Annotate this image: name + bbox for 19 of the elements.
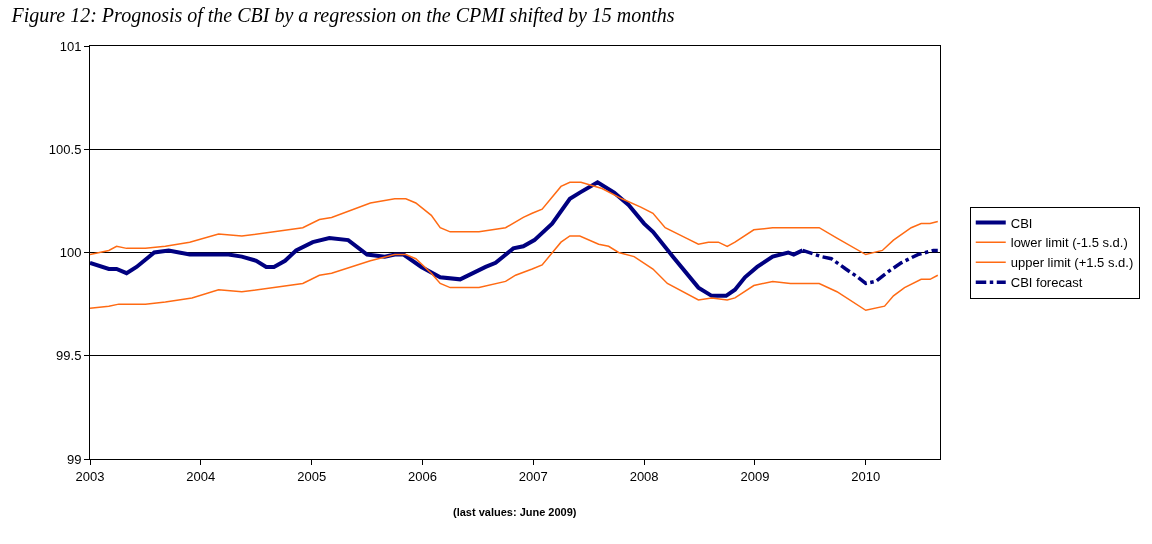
x-tick-label: 2003	[75, 468, 105, 484]
legend-label: upper limit (+1.5 s.d.)	[1010, 255, 1134, 271]
y-tick-label: 101	[59, 38, 82, 54]
legend-label: CBI	[1010, 215, 1033, 231]
y-tick-label: 99.5	[56, 348, 82, 364]
x-tick-label: 2009	[740, 468, 770, 484]
x-tick-label: 2005	[297, 468, 327, 484]
legend-label: lower limit (-1.5 s.d.)	[1010, 235, 1128, 251]
y-tick-label: 100	[59, 245, 82, 261]
y-tick-label: 99	[66, 451, 82, 467]
legend-label: CBI forecast	[1010, 275, 1083, 291]
x-tick-label: 2006	[408, 468, 437, 484]
x-tick-label: 2008	[629, 468, 659, 484]
x-tick-label: 2007	[518, 468, 548, 484]
x-tick-label: 2004	[186, 468, 216, 484]
chart-title: Figure 12: Prognosis of the CBI by a regression on the CPMI shifted by 15 months	[10, 4, 675, 28]
y-tick-label: 100.5	[48, 141, 82, 157]
text: (last values: June 2009)	[453, 506, 577, 518]
x-tick-label: 2010	[851, 468, 881, 484]
